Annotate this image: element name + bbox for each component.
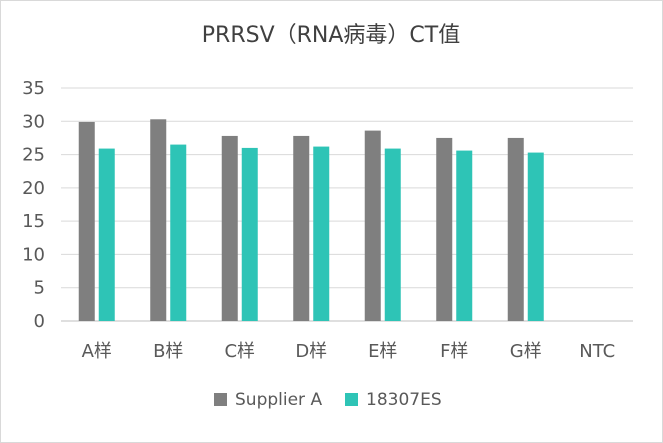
y-tick-label: 25	[22, 145, 45, 166]
bar-18307es	[527, 152, 544, 321]
y-tick-label: 10	[22, 244, 45, 265]
legend-label: Supplier A	[235, 390, 322, 410]
bar-supplier-a	[507, 137, 524, 321]
bar-18307es	[98, 148, 115, 321]
bar-18307es	[241, 147, 258, 321]
y-tick-label: 15	[22, 211, 45, 232]
bar-supplier-a	[436, 137, 453, 321]
bar-18307es	[313, 146, 330, 321]
legend-swatch	[345, 393, 358, 406]
y-tick-label: 30	[22, 111, 45, 132]
y-tick-label: 0	[34, 311, 45, 332]
bar-supplier-a	[78, 121, 95, 321]
bar-supplier-a	[150, 119, 167, 321]
y-tick-label: 20	[22, 178, 45, 199]
legend: Supplier A 18307ES	[214, 390, 442, 410]
gridlines	[61, 87, 633, 322]
x-axis-ticks: A样 B样 C样 D样 E样 F样 G样 NTC	[82, 341, 616, 362]
legend-swatch	[214, 393, 227, 406]
bar-18307es	[456, 150, 473, 321]
bar-supplier-a	[364, 130, 381, 321]
x-tick-label: B样	[153, 341, 183, 362]
x-tick-label: A样	[82, 341, 112, 362]
bar-18307es	[384, 148, 401, 321]
x-tick-label: E样	[368, 341, 397, 362]
chart-title: PRRSV（RNA病毒）CT值	[202, 23, 460, 48]
y-axis-ticks: 0 5 10 15 20 25 30 35	[22, 78, 45, 332]
bars	[78, 119, 544, 321]
legend-label: 18307ES	[366, 390, 442, 410]
x-tick-label: D样	[295, 341, 327, 362]
bar-supplier-a	[221, 135, 238, 321]
y-tick-label: 35	[22, 78, 45, 99]
x-tick-label: G样	[510, 341, 542, 362]
y-tick-label: 5	[34, 278, 45, 299]
bar-18307es	[170, 144, 187, 321]
x-tick-label: NTC	[579, 341, 615, 362]
bar-supplier-a	[293, 135, 310, 321]
x-tick-label: F样	[440, 341, 468, 362]
x-tick-label: C样	[224, 341, 255, 362]
